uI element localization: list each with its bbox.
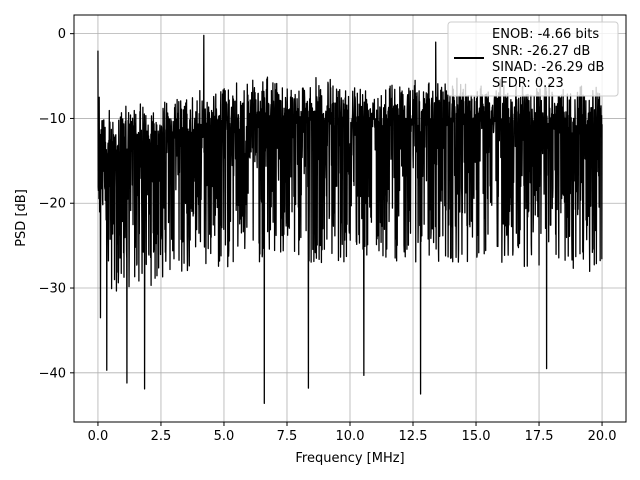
y-tick-label: −30 — [39, 282, 66, 297]
legend-box — [447, 21, 619, 97]
x-axis-ticks: 0.0 2.5 5.0 7.5 10.0 12.5 15.0 17.5 20.0 — [88, 422, 617, 444]
x-tick-label: 20.0 — [588, 429, 617, 444]
y-tick-label: −10 — [39, 112, 66, 127]
x-tick-label: 2.5 — [151, 429, 172, 444]
legend: ENOB: -4.66 bits SNR: -26.27 dB SINAD: -… — [447, 21, 619, 97]
x-axis-title: Frequency [MHz] — [295, 451, 404, 466]
x-tick-label: 12.5 — [399, 429, 428, 444]
psd-series-line — [97, 34, 603, 404]
y-tick-label: −40 — [39, 366, 66, 381]
legend-line-sfdr: SFDR: 0.23 — [492, 76, 564, 91]
y-axis-ticks: 0 −10 −20 −30 −40 — [39, 27, 74, 381]
x-tick-label: 10.0 — [336, 429, 365, 444]
y-axis-title: PSD [dB] — [14, 189, 29, 247]
x-tick-label: 17.5 — [525, 429, 554, 444]
legend-line-snr: SNR: -26.27 dB — [492, 44, 590, 59]
y-tick-label: −20 — [39, 197, 66, 212]
psd-trace — [97, 34, 603, 404]
x-tick-label: 0.0 — [88, 429, 109, 444]
legend-line-sinad: SINAD: -26.29 dB — [492, 60, 604, 75]
x-tick-label: 5.0 — [214, 429, 235, 444]
legend-line-enob: ENOB: -4.66 bits — [492, 27, 599, 42]
x-tick-label: 15.0 — [462, 429, 491, 444]
y-tick-label: 0 — [58, 27, 66, 42]
x-tick-label: 7.5 — [277, 429, 298, 444]
